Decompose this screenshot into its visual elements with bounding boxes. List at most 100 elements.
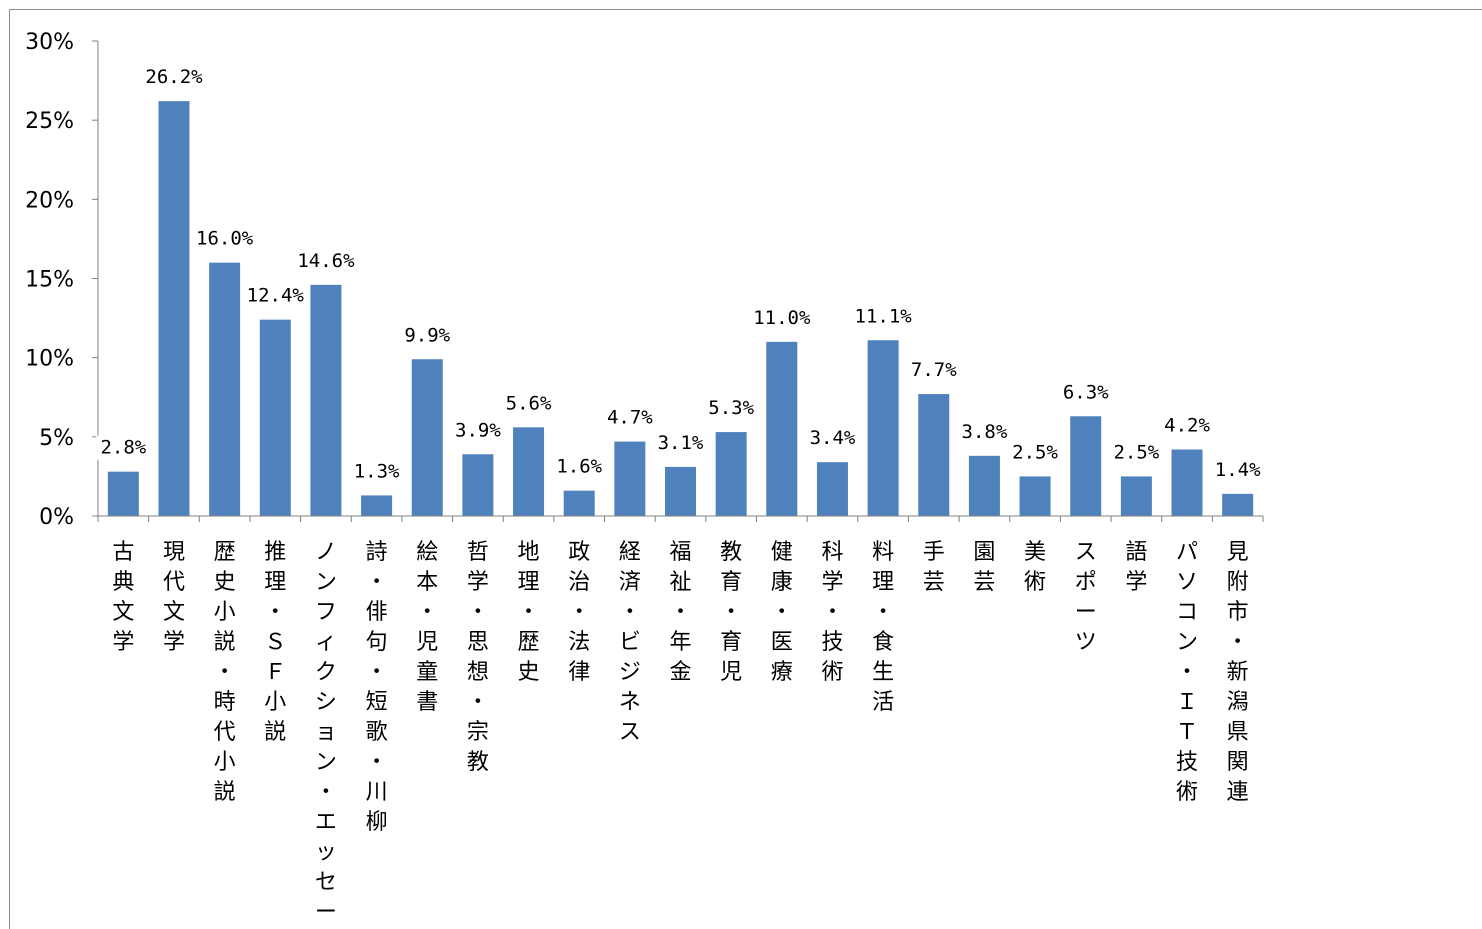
category-label-char: 学: [467, 570, 489, 595]
category-label-char: 関: [1227, 750, 1249, 775]
category-label: 現代文学: [163, 540, 185, 655]
category-label: 政治・法律: [568, 540, 590, 685]
category-label-char: Ｔ: [1176, 720, 1198, 745]
category-label-char: 科: [821, 540, 843, 565]
category-label-char: 説: [214, 630, 236, 655]
category-label-char: ・: [366, 570, 388, 595]
category-label-char: 技: [821, 630, 843, 655]
category-label-char: ・: [1176, 660, 1198, 685]
data-label: 2.5%: [1012, 441, 1058, 463]
category-label-char: 術: [1024, 570, 1046, 595]
x-axis: [98, 516, 1263, 522]
y-tick-label: 30%: [25, 30, 74, 55]
category-label: 福祉・年金: [669, 540, 691, 685]
category-label-char: ・: [1227, 630, 1249, 655]
category-label-char: 園: [973, 540, 995, 565]
y-tick-label: 0%: [39, 505, 74, 530]
bar: [969, 456, 1000, 516]
data-label: 26.2%: [145, 66, 203, 88]
data-label: 11.0%: [753, 307, 811, 329]
category-label-char: 育: [720, 630, 742, 655]
data-label: 2.8%: [100, 437, 146, 459]
category-label-char: 連: [1227, 780, 1249, 805]
category-label-char: ク: [315, 660, 337, 685]
category-label: 哲学・思想・宗教: [467, 540, 489, 775]
data-label: 3.8%: [962, 421, 1008, 443]
category-label-char: 年: [669, 630, 691, 655]
category-label-char: 学: [821, 570, 843, 595]
category-label-char: 法: [568, 630, 590, 655]
data-label: 6.3%: [1063, 381, 1109, 403]
category-label-char: 芸: [923, 570, 945, 595]
bar: [766, 342, 797, 516]
bar: [108, 472, 139, 516]
category-label-char: 時: [214, 690, 236, 715]
category-label: 絵本・児童書: [416, 540, 438, 715]
category-label-char: ソ: [1176, 570, 1198, 595]
category-label-char: 典: [112, 570, 134, 595]
category-label-char: ツ: [1075, 630, 1097, 655]
category-label-char: 県: [1227, 720, 1249, 745]
category-label-char: 童: [416, 660, 438, 685]
category-label-char: 教: [720, 540, 742, 565]
category-label-char: 潟: [1227, 690, 1249, 715]
bar: [513, 427, 544, 516]
y-tick-label: 15%: [25, 268, 74, 293]
category-label-char: 康: [771, 570, 793, 595]
category-label-char: 児: [720, 660, 742, 685]
category-label-char: 哲: [467, 540, 489, 565]
data-label: 4.2%: [1164, 415, 1210, 437]
bar: [1222, 494, 1253, 516]
category-label: パソコン・ＩＴ技術: [1176, 540, 1198, 805]
category-label-char: ノ: [315, 540, 337, 565]
category-label-char: 短: [366, 690, 388, 715]
data-label: 3.1%: [658, 432, 704, 454]
category-label-char: 理: [264, 570, 286, 595]
category-label-char: 新: [1227, 660, 1249, 685]
category-label-char: 詩: [366, 540, 388, 565]
category-label-char: 経: [619, 540, 641, 565]
category-label-char: 文: [163, 600, 185, 625]
category-label-char: フ: [315, 600, 337, 625]
bar: [1020, 476, 1051, 516]
category-label-char: 教: [467, 750, 489, 775]
category-label-char: 生: [872, 660, 894, 685]
bar: [260, 320, 291, 516]
category-label-char: 健: [771, 540, 793, 565]
category-label-char: 手: [923, 540, 945, 565]
category-label-char: 祉: [669, 570, 691, 595]
category-label-char: 料: [872, 540, 894, 565]
category-label-char: 福: [669, 540, 691, 565]
category-label-char: 史: [214, 570, 236, 595]
category-label-char: 歴: [518, 630, 540, 655]
category-label-char: 宗: [467, 720, 489, 745]
category-label-char: 地: [518, 540, 540, 565]
category-label: 科学・技術: [821, 540, 843, 685]
category-label: 見附市・新潟県関連: [1227, 540, 1249, 805]
category-label: 園芸: [973, 540, 995, 595]
category-label-char: ビ: [619, 630, 641, 655]
data-label: 4.7%: [607, 407, 653, 429]
data-label: 2.5%: [1113, 441, 1159, 463]
category-label-char: 食: [872, 630, 894, 655]
category-label-char: 活: [872, 690, 894, 715]
category-label-char: ィ: [315, 630, 337, 655]
category-label-char: 児: [416, 630, 438, 655]
category-label-char: 川: [366, 780, 388, 805]
category-label-char: 学: [1125, 570, 1147, 595]
category-label: 推理・ ＳＦ小説: [264, 540, 286, 745]
category-label: 手芸: [923, 540, 945, 595]
category-label-char: 代: [163, 570, 185, 595]
category-label-char: 見: [1227, 540, 1249, 565]
data-label: 12.4%: [247, 285, 305, 307]
category-label-char: 小: [214, 750, 236, 775]
category-label-char: 術: [821, 660, 843, 685]
bar: [412, 359, 443, 516]
category-label-char: ・: [416, 600, 438, 625]
category-label-char: パ: [1176, 540, 1198, 565]
category-label-char: 現: [163, 540, 185, 565]
category-label: 詩・俳句・短歌・川柳: [366, 540, 388, 835]
bar: [1121, 476, 1152, 516]
category-label-char: 理: [872, 570, 894, 595]
category-label-char: 歴: [214, 540, 236, 565]
